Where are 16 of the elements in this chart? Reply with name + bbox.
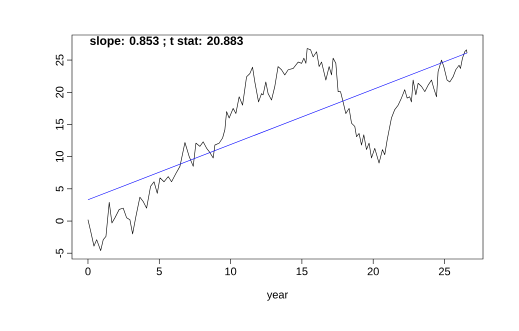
x-tick-label: 5 (156, 268, 162, 276)
x-tick-label: 25 (438, 268, 450, 276)
y-tick-label: 25 (56, 54, 64, 66)
x-tick-label: 20 (368, 268, 379, 276)
x-tick-label: 0 (85, 268, 91, 276)
y-tick-label: 5 (56, 186, 64, 192)
x-tick-label: 15 (296, 268, 308, 276)
y-tick-label: 10 (56, 151, 64, 162)
y-tick-label: 20 (56, 86, 64, 98)
y-tick-label: 0 (56, 218, 64, 224)
x-axis-title: year (266, 292, 288, 301)
annotation: slope: 0.853 ; t stat: 20.883 (90, 36, 243, 48)
y-tick-label: -5 (56, 248, 64, 258)
line-series (88, 48, 468, 251)
x-tick-label: 10 (225, 268, 236, 276)
y-tick-label: 15 (56, 118, 64, 130)
